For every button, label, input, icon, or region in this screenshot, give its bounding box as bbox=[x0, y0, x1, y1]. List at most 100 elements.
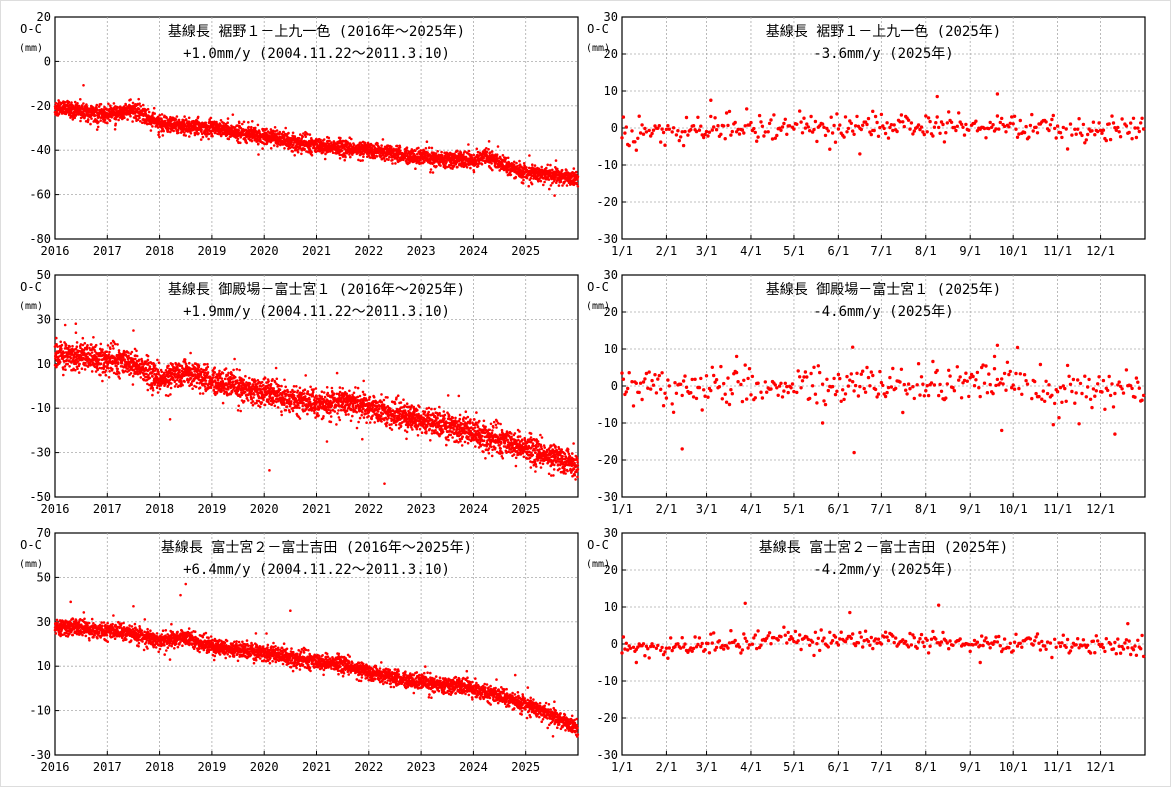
data-point bbox=[1044, 120, 1048, 124]
data-points bbox=[53, 84, 580, 197]
y-tick-label: -80 bbox=[29, 232, 51, 246]
data-point bbox=[292, 143, 295, 147]
y-tick-label: -10 bbox=[29, 401, 51, 415]
data-point bbox=[157, 370, 160, 374]
data-point bbox=[171, 362, 174, 366]
data-point bbox=[637, 114, 641, 118]
data-point bbox=[77, 371, 81, 374]
data-point bbox=[1093, 133, 1097, 137]
data-point bbox=[704, 129, 709, 134]
data-point bbox=[1035, 131, 1040, 135]
data-point bbox=[94, 114, 97, 117]
data-point bbox=[80, 104, 84, 107]
data-point bbox=[766, 130, 770, 134]
data-point bbox=[250, 125, 253, 129]
data-point bbox=[1136, 126, 1140, 130]
data-point bbox=[835, 112, 839, 116]
data-point bbox=[548, 187, 551, 191]
data-point bbox=[245, 141, 248, 145]
data-point bbox=[94, 343, 98, 347]
data-point bbox=[79, 98, 82, 101]
data-point bbox=[197, 364, 201, 367]
data-point bbox=[991, 123, 995, 127]
data-point bbox=[95, 106, 98, 109]
data-point bbox=[962, 133, 967, 137]
data-point bbox=[111, 367, 114, 371]
data-point bbox=[676, 129, 680, 133]
data-point bbox=[157, 361, 161, 365]
data-point bbox=[147, 110, 151, 114]
data-point bbox=[743, 124, 747, 128]
data-point bbox=[128, 112, 132, 116]
data-point bbox=[183, 358, 187, 361]
data-point bbox=[338, 157, 342, 160]
x-tick-label: 2025 bbox=[511, 502, 540, 516]
data-point bbox=[205, 135, 208, 138]
data-point bbox=[838, 123, 842, 127]
y-tick-label: -40 bbox=[29, 143, 51, 157]
x-tick-label: 10/1 bbox=[999, 244, 1028, 258]
data-point bbox=[99, 342, 103, 346]
data-point bbox=[56, 345, 59, 348]
chart-title: 基線長 裾野１－上九一色 (2025年) bbox=[766, 23, 1001, 40]
data-point bbox=[118, 377, 121, 380]
data-point bbox=[947, 110, 951, 114]
data-point bbox=[813, 119, 818, 124]
data-point bbox=[391, 158, 394, 162]
data-point bbox=[456, 149, 459, 153]
data-point bbox=[156, 358, 159, 362]
data-point bbox=[775, 133, 779, 138]
data-point bbox=[1012, 114, 1017, 119]
data-point bbox=[90, 117, 93, 120]
data-point bbox=[726, 123, 730, 128]
data-point bbox=[95, 108, 99, 112]
data-point bbox=[109, 347, 112, 351]
data-point bbox=[104, 369, 108, 372]
data-point bbox=[1073, 127, 1077, 131]
data-point bbox=[803, 126, 808, 130]
data-point bbox=[81, 336, 85, 340]
data-point bbox=[390, 145, 393, 149]
y-axis-unit: (mm) bbox=[19, 301, 43, 312]
data-point bbox=[709, 114, 713, 119]
data-point bbox=[107, 367, 110, 370]
data-point bbox=[467, 149, 471, 153]
data-point bbox=[935, 115, 939, 119]
data-point bbox=[832, 123, 836, 128]
data-point bbox=[469, 166, 472, 170]
data-point bbox=[924, 114, 928, 118]
data-point bbox=[931, 134, 935, 138]
data-point bbox=[115, 364, 118, 368]
data-point bbox=[1116, 125, 1120, 130]
data-point bbox=[161, 134, 165, 137]
data-point bbox=[1129, 121, 1133, 125]
data-point bbox=[806, 125, 810, 129]
x-tick-label: 1/1 bbox=[611, 244, 633, 258]
data-point bbox=[829, 115, 833, 119]
data-point bbox=[55, 336, 58, 340]
data-point bbox=[169, 130, 172, 134]
data-point bbox=[689, 128, 693, 132]
data-point bbox=[69, 356, 73, 360]
x-tick-label: 2018 bbox=[145, 244, 174, 258]
data-point bbox=[196, 115, 200, 119]
data-point bbox=[425, 140, 429, 143]
data-point bbox=[209, 116, 213, 120]
data-point bbox=[134, 117, 138, 120]
data-point bbox=[431, 171, 435, 174]
data-point bbox=[683, 129, 687, 134]
data-point bbox=[124, 103, 127, 107]
x-tick-label: 2016 bbox=[41, 502, 70, 516]
data-point bbox=[1047, 128, 1051, 133]
data-point bbox=[339, 136, 342, 140]
data-point bbox=[752, 126, 756, 131]
data-point bbox=[257, 153, 260, 156]
data-point bbox=[150, 383, 154, 387]
data-point bbox=[434, 152, 438, 155]
data-point bbox=[802, 116, 806, 120]
data-point bbox=[75, 345, 79, 349]
data-point bbox=[1007, 125, 1011, 129]
data-point bbox=[949, 120, 954, 125]
data-point bbox=[247, 125, 250, 129]
data-point bbox=[830, 131, 835, 135]
